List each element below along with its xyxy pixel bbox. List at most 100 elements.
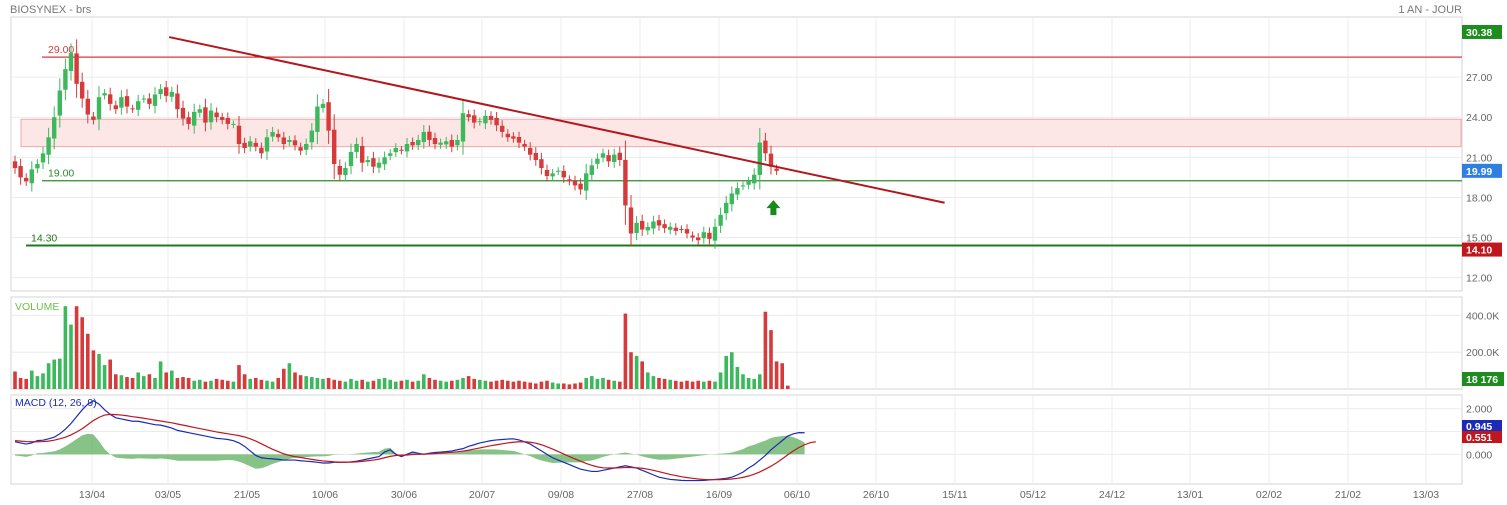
candle-body: [505, 133, 510, 138]
candle-body: [371, 158, 376, 167]
volume-bar: [758, 374, 762, 389]
candle-body: [584, 173, 589, 191]
volume-bar: [287, 363, 292, 389]
volume-bar: [427, 377, 432, 389]
candle-body: [74, 53, 79, 84]
volume-bar: [752, 378, 756, 389]
volume-bar: [41, 373, 45, 389]
volume-bar: [584, 377, 588, 389]
volume-bar: [242, 374, 247, 389]
volume-bar: [46, 363, 51, 389]
x-tick-label: 30/06: [391, 489, 417, 501]
volume-bar: [220, 379, 224, 389]
candle-body: [169, 91, 174, 97]
volume-bar: [489, 381, 493, 389]
volume-bar: [618, 381, 622, 389]
price-level-label: 29.00: [48, 44, 74, 56]
candle-body: [231, 123, 236, 125]
volume-bar: [310, 377, 314, 389]
candle-body: [203, 107, 208, 123]
candle-body: [175, 93, 180, 110]
candle-body: [119, 97, 124, 108]
candle-body: [606, 155, 611, 162]
candle-body: [416, 139, 421, 146]
candle-body: [399, 149, 404, 151]
candle-body: [494, 117, 499, 126]
x-tick-label: 13/03: [1413, 489, 1439, 501]
candle-body: [712, 226, 718, 241]
volume-bar: [410, 381, 415, 389]
candle-body: [348, 151, 354, 167]
volume-bar: [130, 377, 135, 389]
candle-body: [147, 98, 152, 104]
volume-bar: [517, 380, 521, 389]
candle-body: [158, 89, 163, 95]
candle-body: [365, 160, 370, 163]
volume-bar: [405, 379, 409, 389]
volume-bar: [461, 377, 465, 389]
candle-body: [752, 174, 757, 184]
x-tick-label: 15/11: [942, 489, 968, 501]
volume-bar: [158, 361, 163, 389]
candle-body: [746, 181, 751, 185]
volume-bar: [494, 380, 499, 389]
volume-bar: [450, 380, 454, 389]
candle-body: [225, 117, 230, 124]
price-panel: [10, 16, 1463, 292]
candle-body: [197, 109, 202, 113]
volume-bar: [203, 381, 208, 389]
candle-body: [528, 147, 533, 155]
candle-body: [500, 125, 505, 132]
volume-bar: [595, 378, 600, 389]
candle-body: [102, 93, 107, 96]
candle-body: [623, 159, 628, 206]
volume-bar: [511, 381, 516, 389]
volume-bar: [231, 381, 236, 389]
volume-bar: [679, 381, 684, 389]
period-label[interactable]: 1 AN - JOUR: [1398, 4, 1462, 16]
value-badge: [1462, 163, 1502, 178]
volume-bar: [332, 379, 336, 389]
candle-body: [35, 164, 40, 169]
volume-bar: [528, 382, 532, 389]
volume-bar: [226, 380, 230, 389]
candle-body: [718, 214, 723, 226]
candle-body: [292, 140, 298, 146]
volume-bar: [326, 377, 331, 389]
volume-bar: [102, 365, 107, 389]
volume-bar: [354, 380, 359, 389]
volume-bar: [634, 355, 639, 389]
candle-body: [516, 137, 522, 143]
volume-badge-label: 18 176: [1466, 374, 1498, 386]
candle-body: [315, 106, 320, 132]
volume-bar: [472, 378, 476, 389]
candle-body: [208, 110, 214, 123]
macd-badge-label: 0.945: [1466, 421, 1492, 433]
candle-body: [628, 207, 634, 234]
candle-body: [449, 140, 454, 147]
volume-bar: [360, 379, 364, 389]
volume-bar: [304, 376, 308, 389]
volume-bar: [438, 380, 443, 389]
price-level-label: 19.00: [48, 168, 74, 180]
x-tick-label: 21/05: [234, 489, 260, 501]
volume-bar: [80, 317, 84, 389]
volume-bar: [545, 380, 549, 389]
candle-body: [46, 137, 51, 155]
candle-body: [85, 98, 90, 115]
candle-body: [337, 165, 342, 175]
volume-bar: [125, 377, 129, 389]
value-badge-label: 30.38: [1466, 27, 1492, 39]
candle-body: [253, 142, 258, 147]
volume-bar: [786, 385, 790, 389]
candle-body: [214, 112, 219, 118]
volume-bar: [198, 379, 202, 389]
candle-body: [768, 153, 774, 167]
candle-body: [707, 232, 712, 239]
volume-bar: [713, 381, 717, 389]
volume-bar: [18, 377, 23, 389]
candle-body: [455, 139, 460, 146]
candle-body: [740, 185, 746, 187]
candle-body: [567, 179, 572, 182]
value-badge-label: 19.99: [1466, 166, 1492, 178]
